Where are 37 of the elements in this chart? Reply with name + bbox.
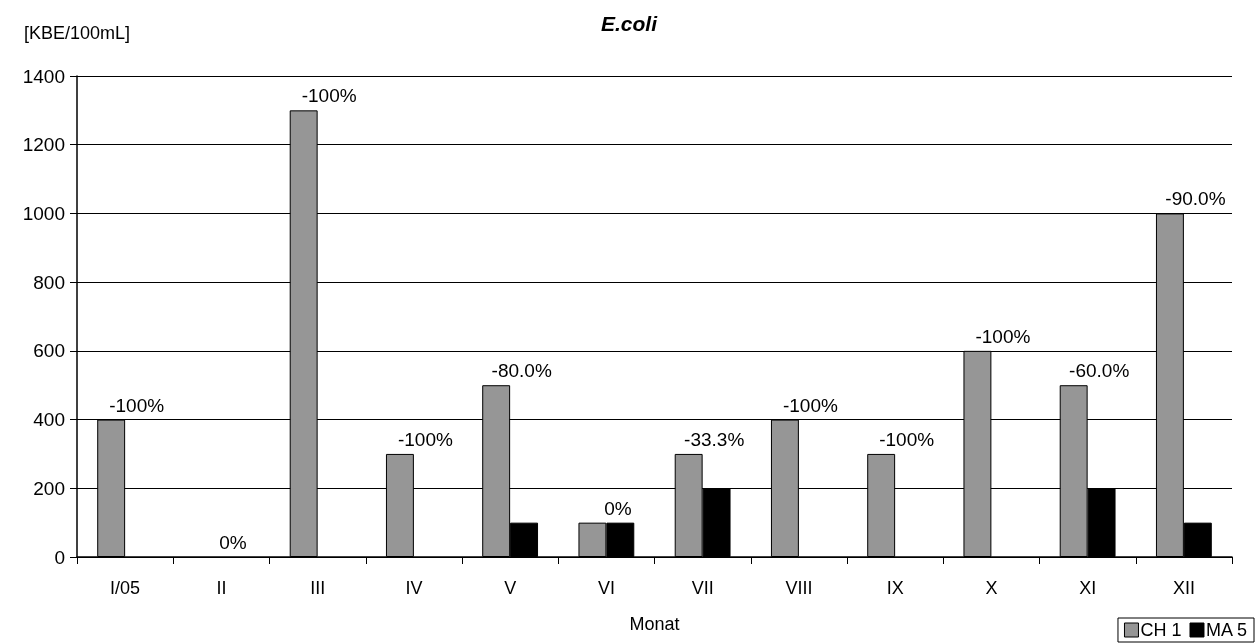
legend-label: CH 1 (1140, 620, 1182, 640)
y-tick-label: 1200 (22, 134, 65, 156)
y-tick-label: 0 (54, 546, 65, 568)
annotation: 0% (219, 532, 247, 553)
x-tick-label: V (504, 578, 517, 598)
annotation: -100% (397, 428, 453, 450)
annotation: -90.0% (1165, 188, 1226, 210)
annotation: -100% (301, 85, 357, 107)
x-tick-label: IX (886, 578, 904, 598)
y-tick-label: 200 (33, 477, 65, 499)
x-tick-label: XI (1079, 578, 1097, 598)
annotation: -100% (879, 428, 935, 450)
x-tick-label: XII (1172, 578, 1195, 598)
x-tick-label: IV (405, 578, 423, 598)
annotation: -60.0% (1069, 360, 1130, 382)
x-tick-label: VIII (785, 578, 813, 598)
x-tick-label: I/05 (110, 578, 141, 598)
y-tick-label: 1000 (22, 202, 65, 224)
y-tick-label: 400 (33, 409, 65, 431)
y-axis-title: [KBE/100mL] (23, 23, 131, 43)
chart-title: E.coli (600, 12, 659, 35)
annotation: -100% (109, 394, 165, 416)
annotation: -33.3% (684, 428, 745, 450)
x-tick-label: III (310, 578, 326, 598)
x-tick-label: VII (691, 578, 714, 598)
x-tick-label: X (985, 578, 998, 598)
annotation: 0% (604, 497, 632, 519)
legend-label: MA 5 (1205, 620, 1248, 640)
y-tick-label: 800 (33, 271, 65, 293)
annotation: -80.0% (491, 360, 552, 382)
annotation: -100% (782, 394, 838, 416)
x-axis-title: Monat (629, 614, 680, 634)
y-tick-label: 600 (33, 340, 65, 362)
x-tick-label: II (216, 578, 227, 598)
y-tick-label: 1400 (22, 65, 65, 87)
x-tick-label: VI (597, 578, 615, 598)
annotation: -100% (975, 325, 1031, 347)
